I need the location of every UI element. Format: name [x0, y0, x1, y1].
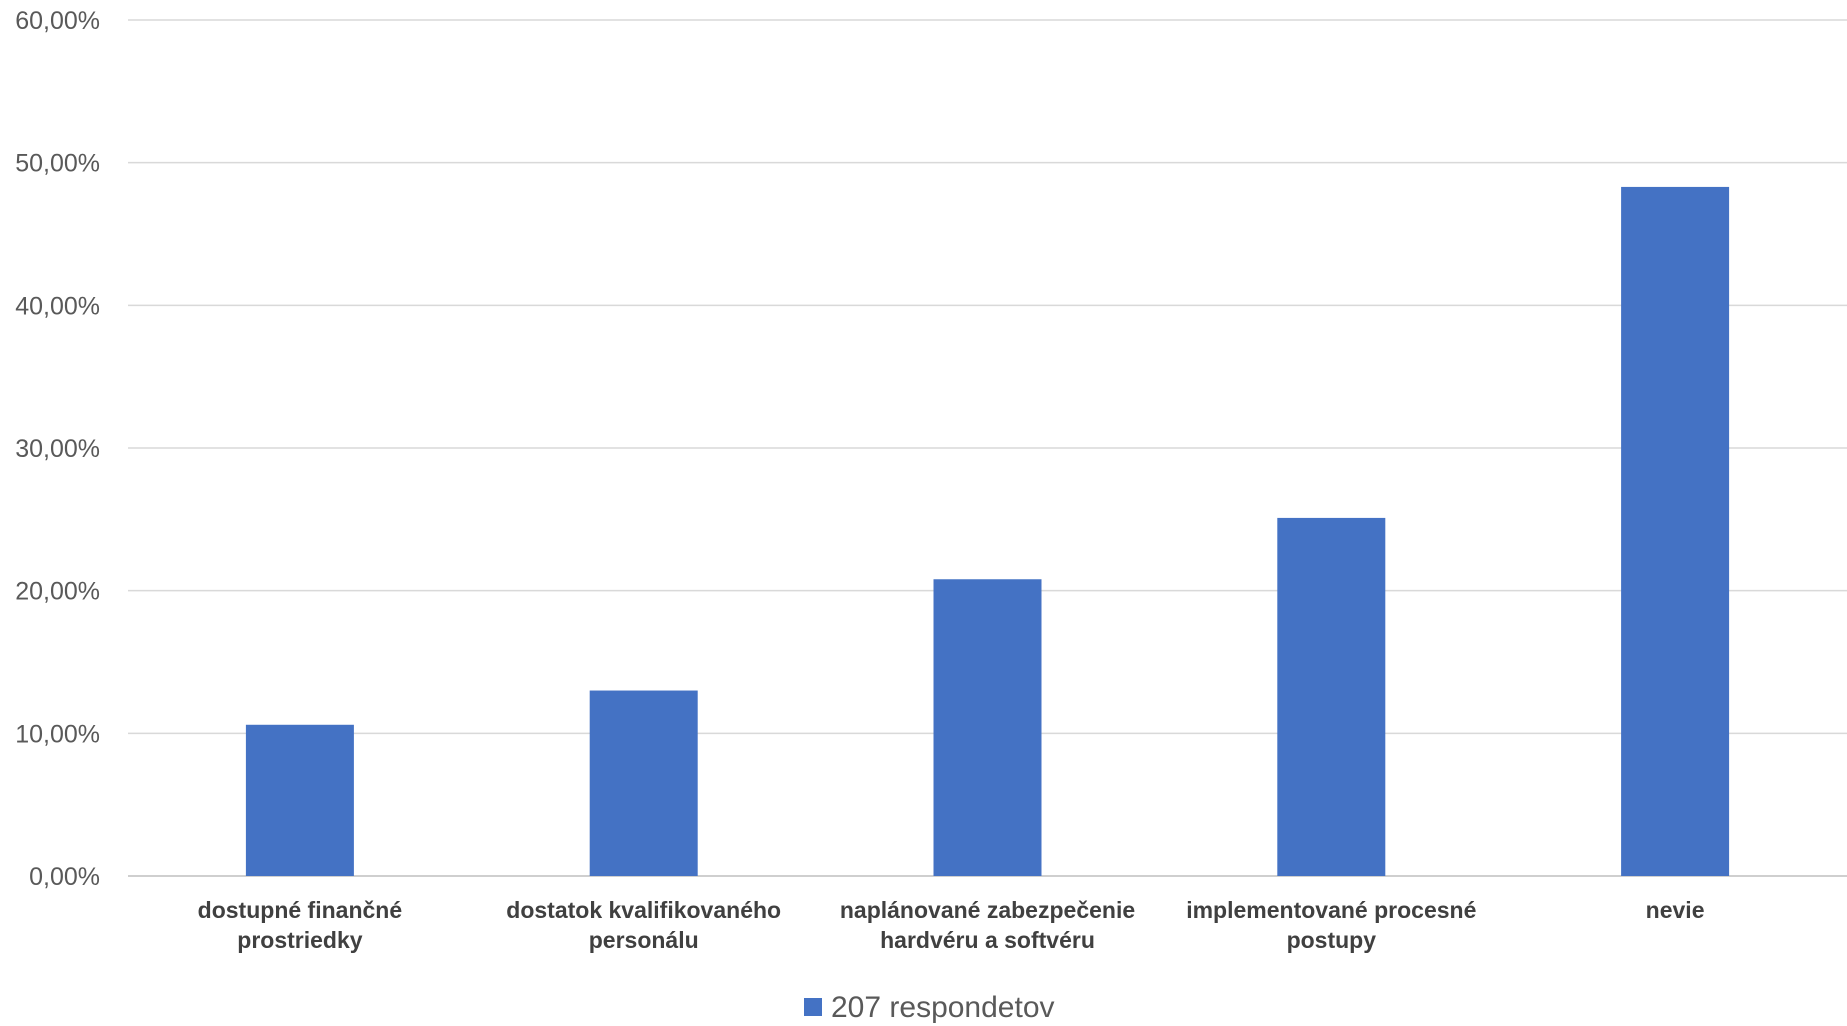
x-tick-label: dostatok kvalifikovaného — [506, 897, 781, 923]
y-tick-label: 30,00% — [15, 435, 100, 463]
y-tick-label: 60,00% — [15, 7, 100, 35]
x-tick-label: nevie — [1646, 897, 1705, 923]
y-tick-label: 20,00% — [15, 578, 100, 606]
bar — [1621, 186, 1730, 877]
x-tick-label: implementované procesné — [1186, 897, 1476, 923]
y-tick-label: 50,00% — [15, 150, 100, 178]
legend-label: 207 respondetov — [831, 991, 1055, 1024]
bars — [245, 186, 1730, 877]
legend: 207 respondetov — [804, 991, 1055, 1024]
x-tick-label: naplánované zabezpečenie — [840, 897, 1135, 923]
bar — [589, 690, 698, 876]
bar — [1277, 517, 1386, 876]
legend-swatch — [804, 998, 822, 1016]
x-tick-label: personálu — [589, 927, 699, 953]
x-axis-ticks: dostupné finančné prostriedky dostatok kva… — [198, 897, 1705, 953]
y-tick-label: 0,00% — [29, 863, 100, 891]
bar — [245, 724, 354, 876]
y-tick-label: 10,00% — [15, 720, 100, 748]
y-tick-label: 40,00% — [15, 292, 100, 320]
bar — [933, 579, 1042, 876]
x-tick-label: dostupné finančné — [198, 897, 402, 923]
y-axis-ticks: 0,00% 10,00% 20,00% 30,00% 40,00% 50,00% 60,00… — [15, 7, 100, 891]
x-tick-label: hardvéru a softvéru — [880, 927, 1095, 953]
x-tick-label: postupy — [1287, 927, 1377, 953]
x-tick-label: prostriedky — [237, 927, 362, 953]
